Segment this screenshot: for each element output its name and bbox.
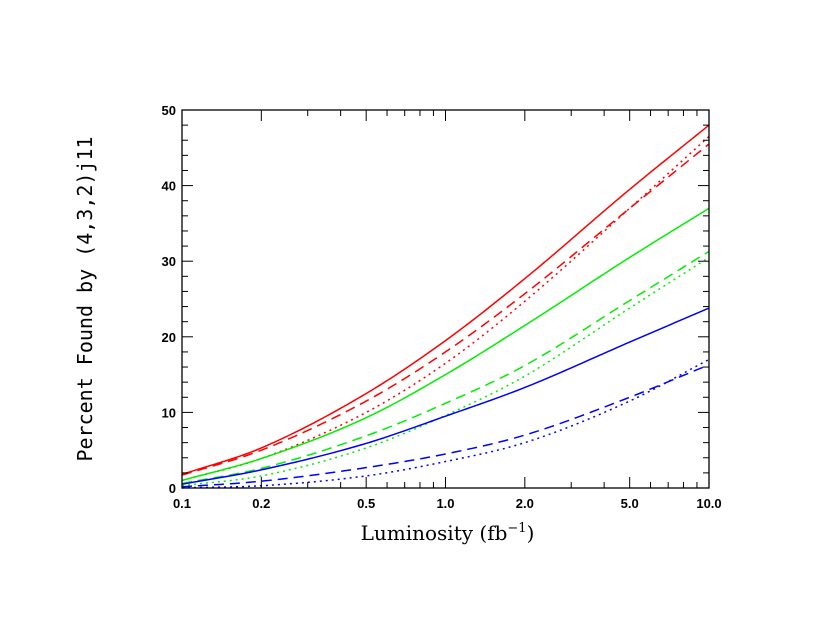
x-tick-label: 10.0	[696, 496, 721, 511]
series-line-1	[181, 143, 710, 476]
y-tick-label: 30	[162, 254, 176, 269]
plot-frame	[181, 109, 710, 489]
y-tick-label: 40	[162, 179, 176, 194]
x-tick-label: 0.5	[357, 496, 375, 511]
x-tick-label: 0.2	[252, 496, 270, 511]
series-layer	[181, 124, 710, 489]
series-line-3	[181, 207, 710, 482]
y-tick-label: 0	[169, 481, 176, 496]
series-line-7	[181, 364, 710, 488]
x-axis-title: Luminosity (fb−1)	[361, 521, 535, 545]
y-tick-label: 10	[162, 405, 176, 420]
axes-layer	[181, 109, 710, 489]
series-line-0	[181, 124, 710, 476]
y-tick-label: 20	[162, 330, 176, 345]
series-line-8	[181, 358, 710, 489]
x-tick-label: 2.0	[516, 496, 534, 511]
x-tick-label: 1.0	[436, 496, 454, 511]
series-line-4	[181, 250, 710, 485]
series-line-5	[181, 256, 710, 487]
x-tick-label: 5.0	[621, 496, 639, 511]
series-line-6	[181, 307, 710, 485]
labels-layer: 0.1 0.2 0.5 1.0 2.0 5.0 10.0 0 10 20 30 40 50 Luminos…	[73, 103, 722, 545]
y-axis-title: Percent Found by (4,3,2)j11	[73, 136, 97, 461]
x-tick-label: 0.1	[173, 496, 191, 511]
y-tick-label: 50	[162, 103, 176, 118]
